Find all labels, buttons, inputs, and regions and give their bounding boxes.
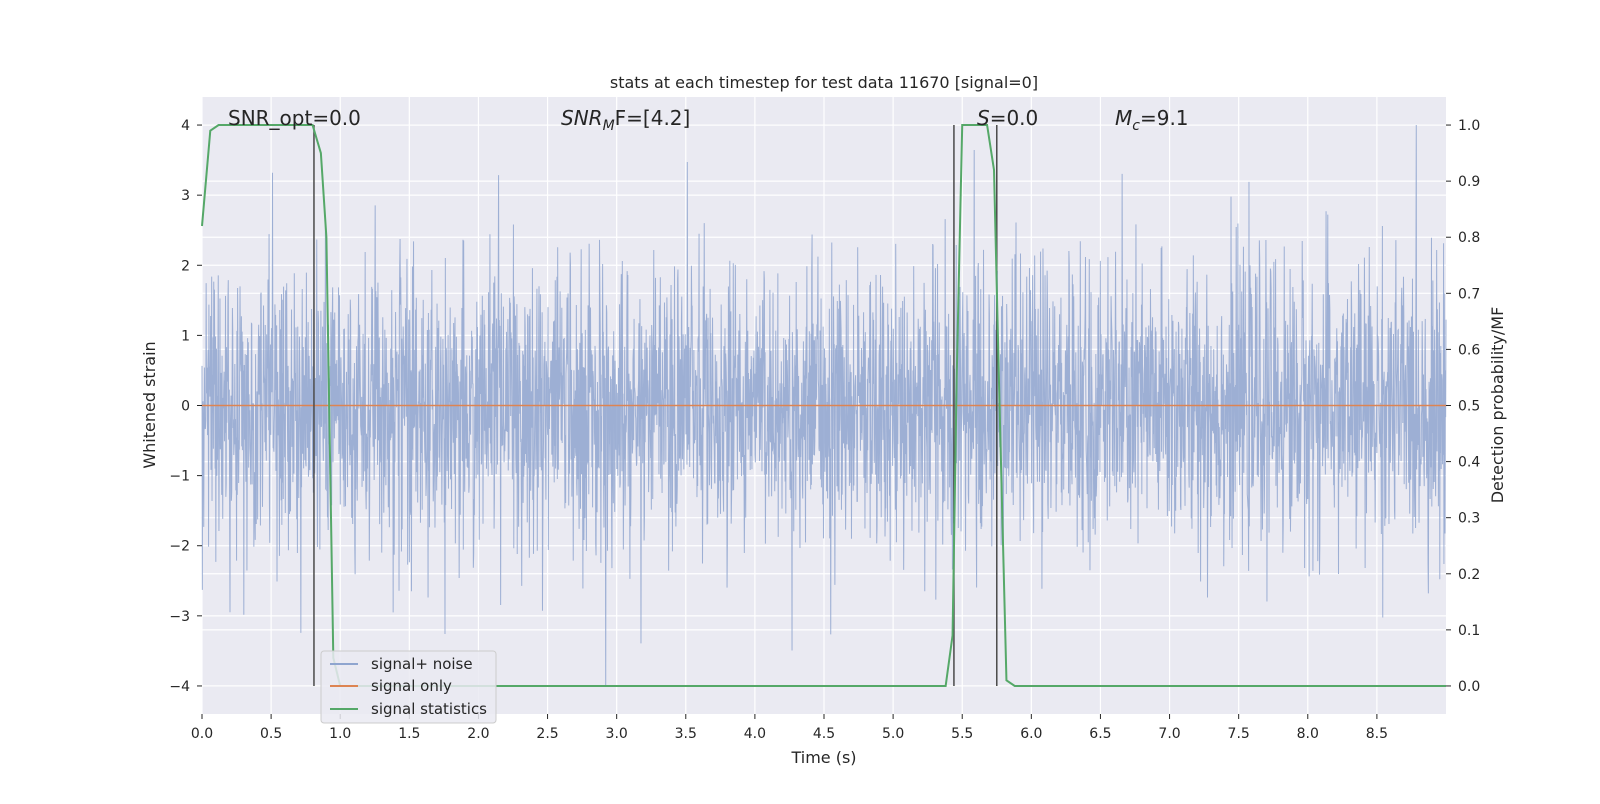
y-right-tick-label: 0.0 [1458, 679, 1480, 695]
y-right-tick-label: 0.7 [1458, 286, 1480, 302]
signal-noise-series [201, 125, 1447, 686]
x-tick-label: 5.5 [951, 726, 973, 742]
annotation-snr-mf-main: SNR [561, 106, 603, 130]
x-tick-label: 1.5 [398, 726, 420, 742]
x-tick-label: 7.0 [1158, 726, 1180, 742]
annotation-s: S=0.0 [977, 106, 1038, 130]
annotation-mc-main: M [1115, 106, 1132, 130]
y-right-tick-label: 1.0 [1458, 118, 1480, 134]
x-tick-label: 7.5 [1228, 726, 1250, 742]
y-tick-label: −2 [169, 539, 190, 555]
x-tick-label: 2.0 [467, 726, 489, 742]
y-right-tick-label: 0.3 [1458, 511, 1480, 527]
annotation-s-rest: =0.0 [990, 106, 1039, 130]
y-axis-ticks: 4 3 2 1 0 −1 −2 −3 −4 [169, 118, 202, 695]
y-right-tick-label: 0.2 [1458, 567, 1480, 583]
x-tick-label: 2.5 [536, 726, 558, 742]
legend-label-statistics: signal statistics [371, 700, 487, 718]
legend-label-noise: signal+ noise [371, 655, 473, 673]
x-tick-label: 1.0 [329, 726, 351, 742]
x-tick-label: 8.0 [1297, 726, 1319, 742]
y-right-tick-label: 0.1 [1458, 623, 1480, 639]
x-tick-label: 0.5 [260, 726, 282, 742]
y-right-tick-label: 0.6 [1458, 342, 1480, 358]
legend: signal+ noise signal only signal statist… [320, 650, 497, 724]
x-tick-label: 3.0 [606, 726, 628, 742]
x-tick-label: 6.5 [1089, 726, 1111, 742]
y-axis-label: Whitened strain [140, 341, 159, 468]
annotation-mc-rest: =9.1 [1140, 106, 1189, 130]
x-axis-label: Time (s) [790, 748, 856, 767]
signal-statistics-series [201, 124, 1446, 687]
annotation-snr-mf-sub: M [603, 118, 615, 134]
y-right-axis-label: Detection probability/MF [1488, 307, 1507, 504]
y-tick-label: 1 [181, 328, 190, 344]
signal-noise-line [201, 125, 1447, 686]
x-tick-label: 5.0 [882, 726, 904, 742]
y-tick-label: 4 [181, 118, 190, 134]
y-tick-label: −3 [169, 609, 190, 625]
x-tick-label: 6.0 [1020, 726, 1042, 742]
x-tick-label: 4.0 [744, 726, 766, 742]
x-axis-ticks: 0.0 0.5 1.0 1.5 2.0 2.5 3.0 3.5 4.0 4.5 5.0 5.5 6.0 6… [191, 714, 1388, 742]
x-tick-label: 0.0 [191, 726, 213, 742]
y-right-axis-ticks: 1.0 0.9 0.8 0.7 0.6 0.5 0.4 0.3 0.2 0.1 0.0 [1446, 118, 1480, 695]
y-right-tick-label: 0.4 [1458, 455, 1480, 471]
y-right-tick-label: 0.8 [1458, 230, 1480, 246]
legend-box [320, 650, 497, 724]
signal-statistics-line [201, 124, 1446, 687]
annotation-snr-opt: SNR_opt=0.0 [228, 106, 361, 130]
x-tick-label: 4.5 [813, 726, 835, 742]
y-right-tick-label: 0.9 [1458, 174, 1480, 190]
y-right-tick-label: 0.5 [1458, 399, 1480, 415]
y-tick-label: 2 [181, 258, 190, 274]
x-tick-label: 8.5 [1366, 726, 1388, 742]
annotation-snr-mf-rest: F=[4.2] [615, 106, 691, 130]
annotation-mc: Mc=9.1 [1115, 106, 1189, 134]
annotation-mc-sub: c [1132, 118, 1140, 134]
y-tick-label: −4 [169, 679, 190, 695]
legend-label-signal-only: signal only [371, 677, 452, 695]
annotation-snr-mf: SNRMF=[4.2] [561, 106, 690, 134]
x-tick-label: 3.5 [675, 726, 697, 742]
annotation-s-main: S [977, 106, 990, 130]
y-tick-label: −1 [169, 469, 190, 485]
chart-title: stats at each timestep for test data 116… [610, 73, 1038, 92]
y-tick-label: 0 [181, 399, 190, 415]
y-tick-label: 3 [181, 188, 190, 204]
